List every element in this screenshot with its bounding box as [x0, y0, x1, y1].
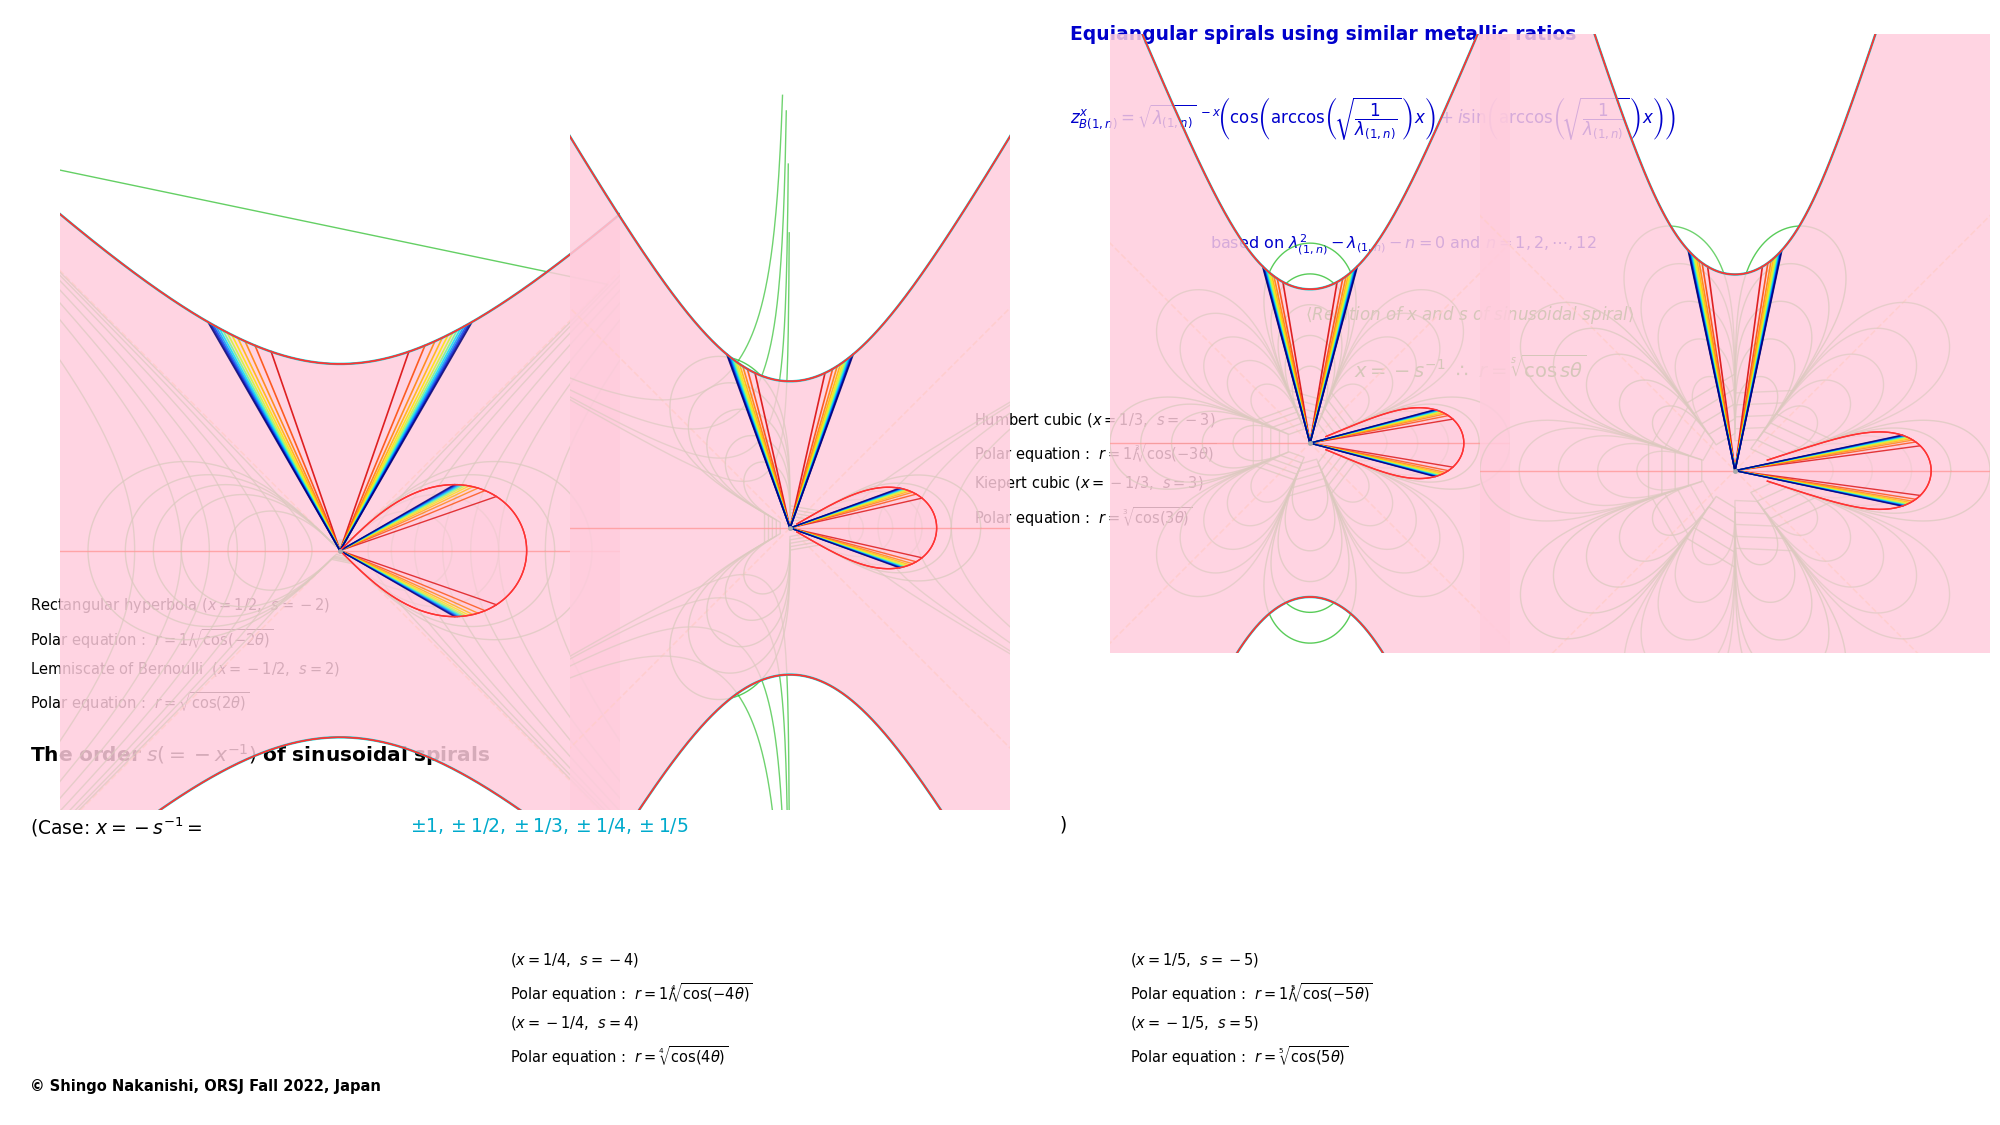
- Text: $z_{B(1,n)}^x = \sqrt{\lambda_{(1,n)}}^{\ -x}\!\left(\cos\!\left(\arccos\!\left(: $z_{B(1,n)}^x = \sqrt{\lambda_{(1,n)}}^{…: [1070, 96, 1676, 143]
- Text: (Case: $x = -s^{-1} = $: (Case: $x = -s^{-1} = $: [30, 816, 202, 839]
- Polygon shape: [796, 487, 936, 569]
- Text: ($x = 1/4$,  $s = -4$)
Polar equation :  $r = 1/\!\sqrt[4]{\cos(-4\theta)}$
($x : ($x = 1/4$, $s = -4$) Polar equation : $…: [510, 951, 752, 1068]
- Polygon shape: [1386, 0, 2000, 1125]
- Polygon shape: [1326, 407, 1464, 478]
- Text: $\langle$Relation of $x$ and $s$ of sinusoidal spiral$\rangle$: $\langle$Relation of $x$ and $s$ of sinu…: [1306, 304, 1634, 326]
- Polygon shape: [342, 485, 526, 616]
- Text: based on $\lambda_{(1,n)}^2 - \lambda_{(1,n)} - n = 0$ and $n = 1, 2, \cdots, 12: based on $\lambda_{(1,n)}^2 - \lambda_{(…: [1210, 233, 1596, 256]
- Text: Equiangular spirals using similar metallic ratios: Equiangular spirals using similar metall…: [1070, 25, 1576, 44]
- Text: $\mathbf{The\ order}\ s(= -x^{-1})\ \mathbf{of\ sinusoidal\ spirals}$: $\mathbf{The\ order}\ s(= -x^{-1})\ \mat…: [30, 742, 490, 768]
- Text: Humbert cubic ($x = 1/3$,  $s = -3$)
Polar equation :  $r = 1/\!\sqrt[3]{\cos(-3: Humbert cubic ($x = 1/3$, $s = -3$) Pola…: [974, 411, 1216, 529]
- Polygon shape: [784, 0, 1836, 1125]
- Polygon shape: [1386, 0, 2000, 1125]
- Text: Rectangular hyperbola ($x = 1/2$,  $s = -2$)
Polar equation :  $r = 1/\!\sqrt{\c: Rectangular hyperbola ($x = 1/2$, $s = -…: [30, 596, 340, 714]
- Text: ): ): [1060, 816, 1068, 835]
- Text: ($x = 1/5$,  $s = -5$)
Polar equation :  $r = 1/\!\sqrt[5]{\cos(-5\theta)}$
($x : ($x = 1/5$, $s = -5$) Polar equation : $…: [1130, 951, 1372, 1068]
- Text: $\pm 1, \pm 1/2, \pm 1/3, \pm 1/4, \pm 1/5$: $\pm 1, \pm 1/2, \pm 1/3, \pm 1/4, \pm 1…: [410, 816, 688, 836]
- Text: © Shingo Nakanishi, ORSJ Fall 2022, Japan: © Shingo Nakanishi, ORSJ Fall 2022, Japa…: [30, 1079, 380, 1094]
- Polygon shape: [784, 0, 1836, 1125]
- Polygon shape: [1768, 432, 1932, 510]
- Text: $x = -s^{-1}\ \therefore\ r = \sqrt[s]{\cos s\theta}$: $x = -s^{-1}\ \therefore\ r = \sqrt[s]{\…: [1354, 354, 1586, 381]
